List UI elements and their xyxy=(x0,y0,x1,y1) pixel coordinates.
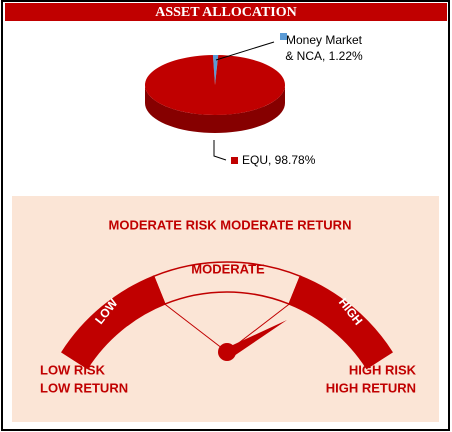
gauge xyxy=(61,261,393,370)
pie-side xyxy=(145,85,285,133)
pie xyxy=(145,55,286,133)
level-label: MODERATE xyxy=(191,261,265,276)
chart-title: ASSET ALLOCATION xyxy=(155,5,296,20)
leader-line xyxy=(215,41,275,61)
gauge-band xyxy=(288,275,393,370)
legend-swatch xyxy=(231,157,238,164)
data-label: Money Market & NCA, 1.22% xyxy=(285,33,363,63)
pie-slice xyxy=(145,55,286,116)
leader-line xyxy=(213,140,227,161)
risk-label: LOW RETURN xyxy=(40,380,128,395)
header-bar xyxy=(5,3,447,21)
needle xyxy=(222,320,287,358)
gauge-divider xyxy=(164,303,228,353)
pie-slice xyxy=(212,55,219,85)
riskometer-panel xyxy=(12,196,439,422)
data-label: EQU, 98.78% xyxy=(242,153,316,167)
risk-label: HIGH RISK xyxy=(349,362,417,377)
legend-swatch xyxy=(280,33,287,40)
needle-hub xyxy=(218,343,236,361)
risk-label: HIGH RETURN xyxy=(326,380,416,395)
risk-title: MODERATE RISK MODERATE RETURN xyxy=(109,217,352,232)
risk-label: LOW RISK xyxy=(40,362,106,377)
